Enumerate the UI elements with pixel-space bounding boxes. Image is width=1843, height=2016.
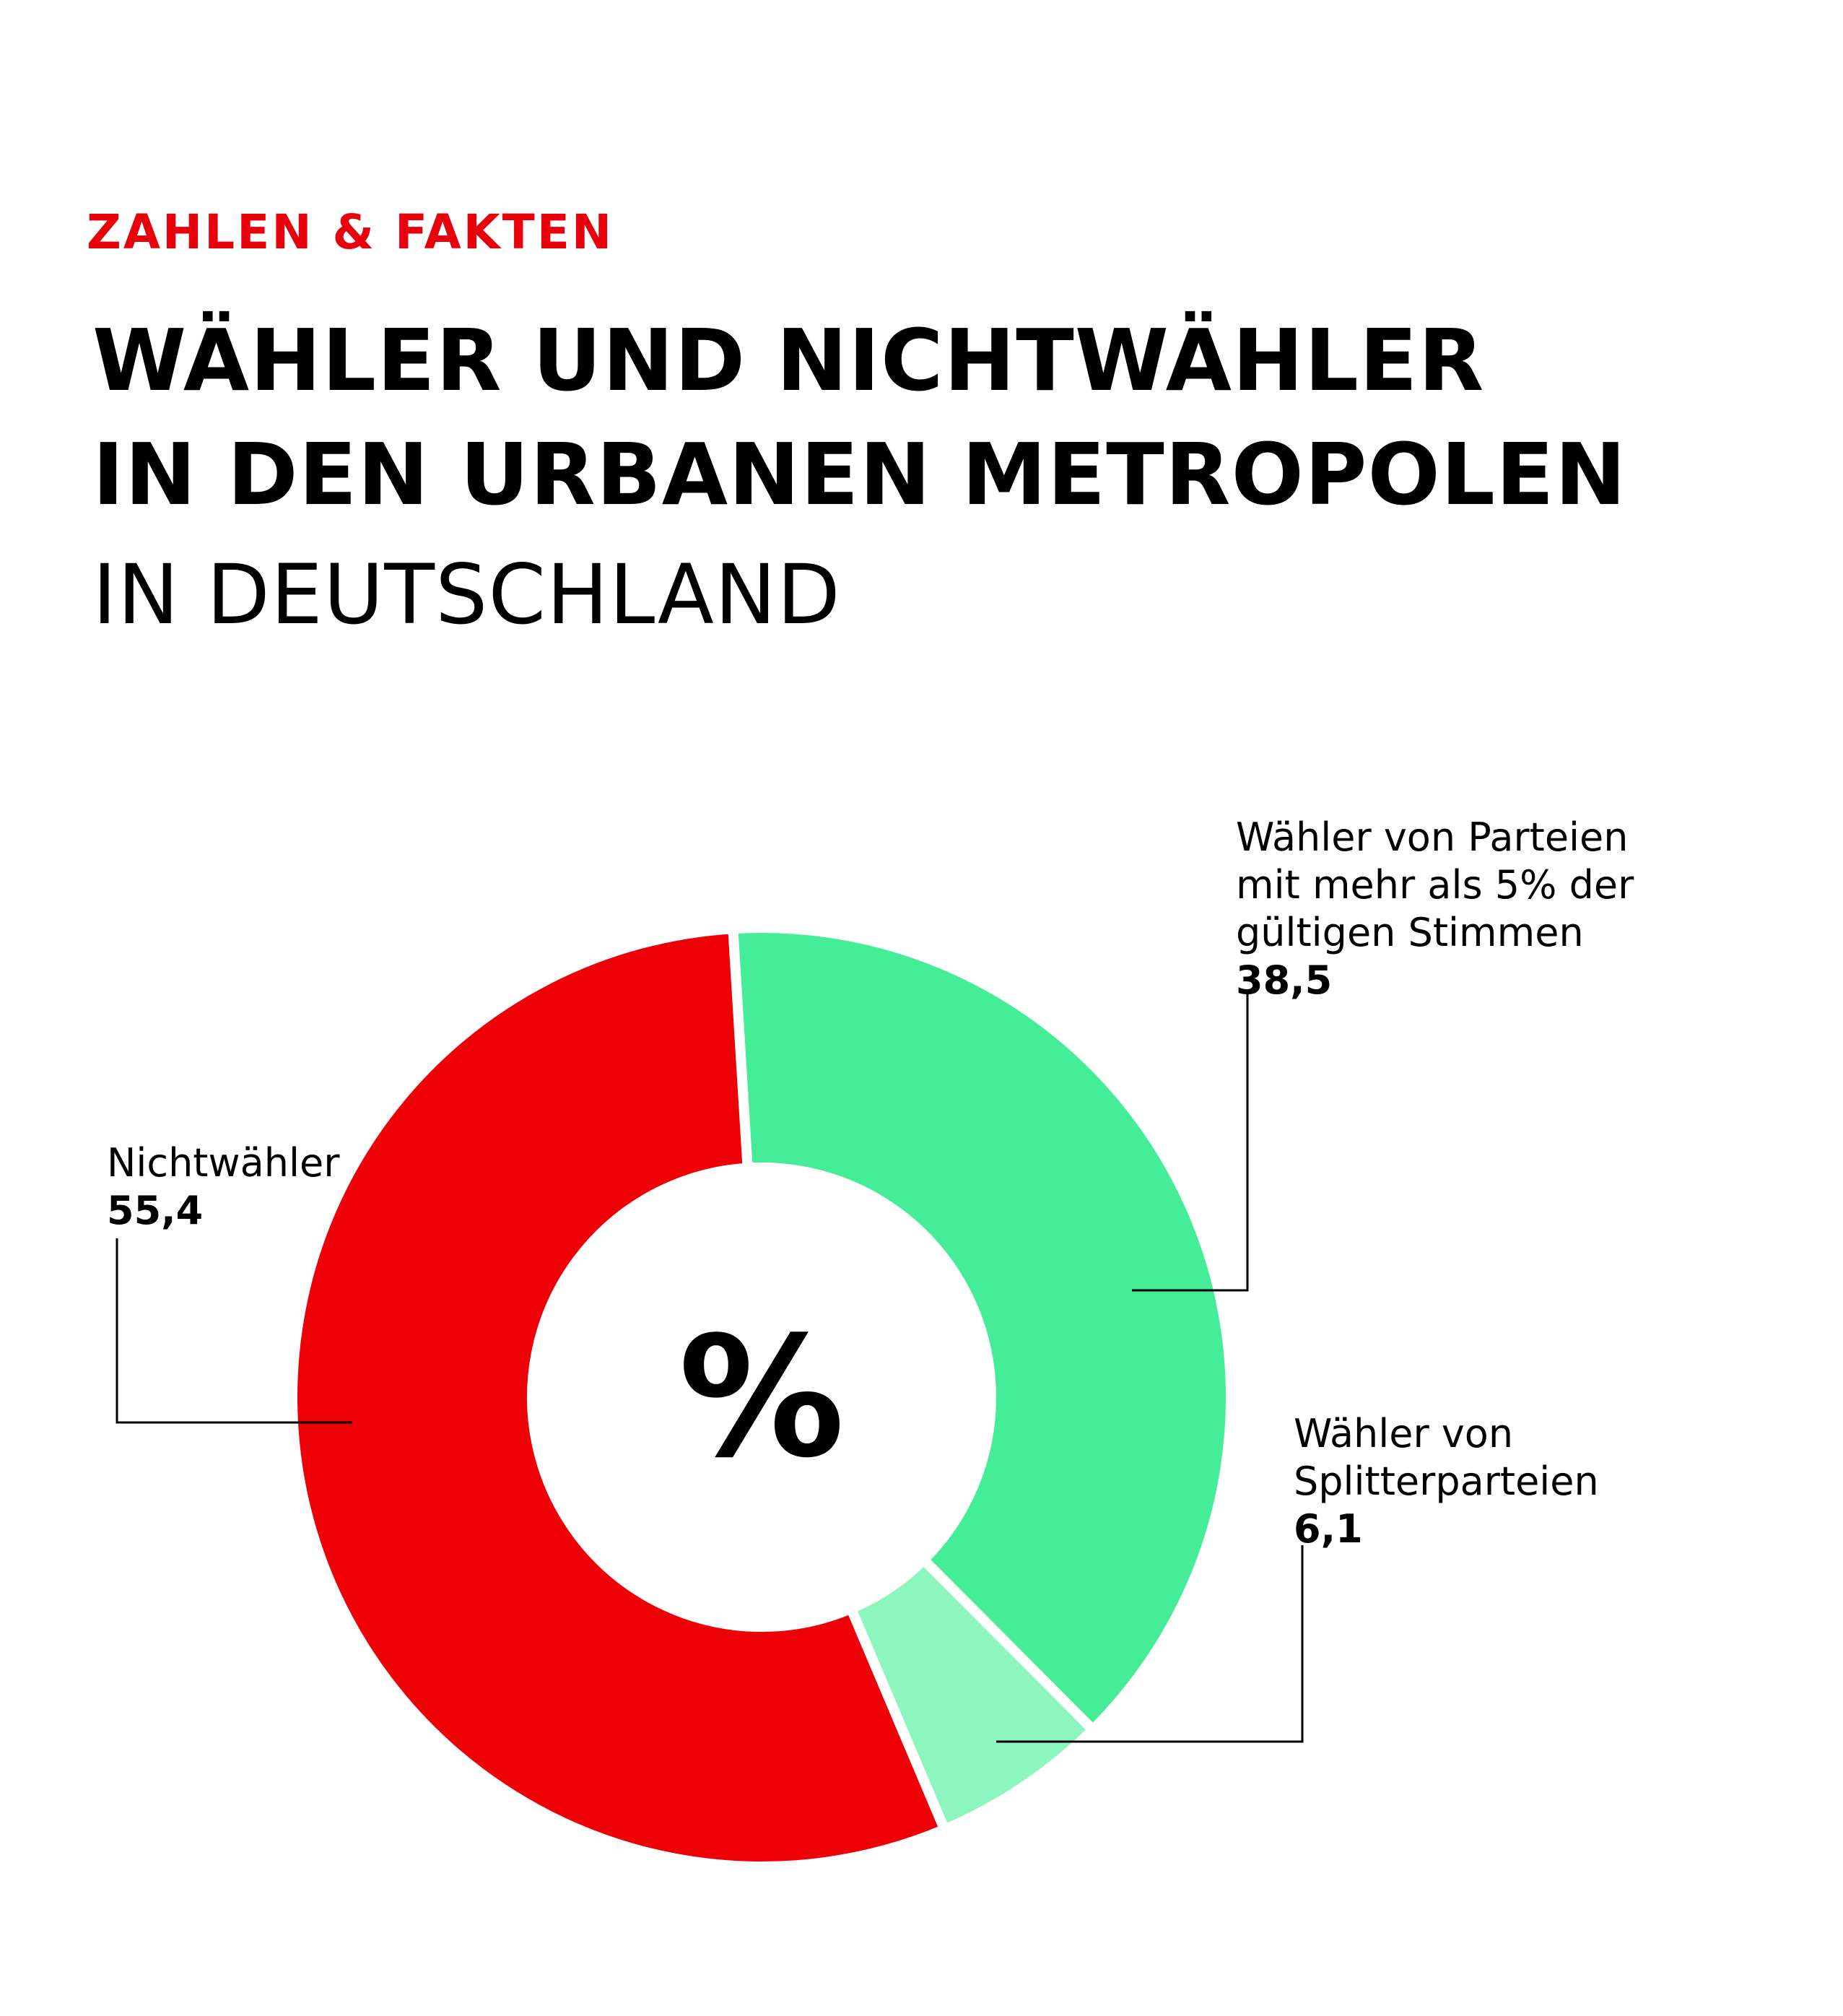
- slice-value: 6,1: [1294, 1506, 1363, 1552]
- leader-lines: [116, 993, 1304, 1743]
- slice-label-splitterparteien: Wähler von Splitterparteien 6,1: [1294, 1410, 1599, 1553]
- leader-line-splitterparteien: [996, 1545, 1304, 1743]
- center-percent-label: %: [679, 1302, 845, 1495]
- leader-line-parteien: [1132, 993, 1249, 1292]
- slice-label-nichtwaehler: Nichtwähler 55,4: [107, 1139, 339, 1235]
- slice-value: 38,5: [1236, 957, 1333, 1003]
- slice-value: 55,4: [107, 1188, 204, 1233]
- section-kicker: ZAHLEN & FAKTEN: [87, 204, 614, 260]
- slice-label-line: Wähler von Parteien: [1236, 814, 1629, 860]
- title-line-2: IN DEN URBANEN METROPOLEN: [92, 425, 1627, 524]
- page-subtitle: IN DEUTSCHLAND: [92, 547, 841, 643]
- slice-nichtwaehler: [287, 923, 951, 1872]
- slice-parteien: [727, 923, 1236, 1737]
- leader-line-nichtwaehler: [116, 1238, 352, 1424]
- slice-label-parteien: Wähler von Parteien mit mehr als 5% der …: [1236, 814, 1634, 1004]
- donut-slices: [287, 923, 1236, 1872]
- slice-label-line: gültigen Stimmen: [1236, 910, 1584, 955]
- title-line-1: WÄHLER UND NICHTWÄHLER: [92, 310, 1485, 410]
- slice-label-line: Wähler von: [1294, 1411, 1514, 1456]
- page-title: WÄHLER UND NICHTWÄHLER IN DEN URBANEN ME…: [92, 303, 1626, 531]
- slice-label-line: Nichtwähler: [107, 1140, 340, 1186]
- slice-label-line: Splitterparteien: [1294, 1459, 1599, 1504]
- slice-label-line: mit mehr als 5% der: [1236, 862, 1634, 908]
